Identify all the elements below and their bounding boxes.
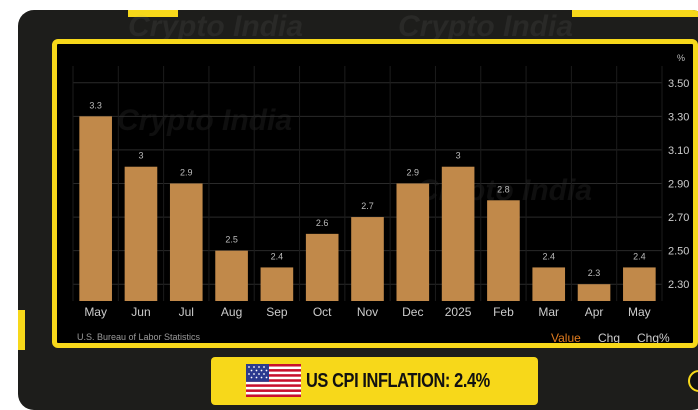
x-tick-label: Jun bbox=[131, 305, 150, 319]
y-axis-unit: % bbox=[677, 53, 685, 63]
x-tick-label: Nov bbox=[357, 305, 378, 319]
x-tick-label: Mar bbox=[538, 305, 559, 319]
watermark: Crypto India bbox=[128, 10, 304, 43]
bar bbox=[351, 217, 384, 301]
watermark: Crypto India bbox=[117, 104, 293, 137]
data-label: 3.3 bbox=[89, 100, 102, 110]
us-flag-icon bbox=[246, 364, 301, 397]
data-label: 2.6 bbox=[316, 218, 329, 228]
source-label: U.S. Bureau of Labor Statistics bbox=[77, 332, 201, 342]
x-tick-label: Apr bbox=[585, 305, 604, 319]
bar bbox=[260, 267, 294, 301]
x-tick-label: 2025 bbox=[445, 305, 472, 319]
x-tick-label: May bbox=[84, 305, 107, 319]
tab-chg-percent[interactable]: Chg% bbox=[637, 331, 670, 345]
tab-value[interactable]: Value bbox=[551, 331, 581, 345]
x-tick-label: Oct bbox=[313, 305, 332, 319]
data-label: 2.4 bbox=[271, 251, 284, 261]
bar bbox=[441, 166, 475, 301]
bar bbox=[305, 233, 339, 301]
bar bbox=[487, 200, 520, 301]
bar bbox=[124, 166, 158, 301]
headline-title: US CPI INFLATION: 2.4% bbox=[306, 370, 490, 392]
cpi-bar-chart: 3.3 May 3 Jun 2.9 Jul 2.5 Aug 2.4 Sep 2.6 Oct 2.7 Nov… bbox=[72, 53, 689, 319]
tab-chg[interactable]: Chg bbox=[598, 331, 621, 345]
y-tick-label: 3.50 bbox=[668, 78, 689, 90]
bar bbox=[577, 284, 611, 301]
y-tick-label: 3.10 bbox=[668, 145, 689, 157]
corner-accent-left bbox=[18, 310, 25, 350]
bar bbox=[396, 183, 430, 301]
data-label: 3 bbox=[138, 151, 143, 161]
chart-card: Crypto India Crypto India 3.3 May 3 Jun 2.9 J… bbox=[52, 39, 698, 348]
corner-accent-top-right bbox=[572, 10, 698, 17]
x-tick-label: Sep bbox=[266, 305, 288, 319]
data-label: 3 bbox=[456, 151, 461, 161]
x-tick-label: Dec bbox=[402, 305, 423, 319]
data-label: 2.5 bbox=[225, 235, 238, 245]
y-tick-label: 3.30 bbox=[668, 111, 689, 123]
y-tick-label: 2.50 bbox=[668, 246, 689, 258]
x-tick-label: May bbox=[628, 305, 651, 319]
data-label: 2.7 bbox=[361, 201, 374, 211]
bar bbox=[623, 267, 656, 301]
data-label: 2.9 bbox=[407, 168, 420, 178]
bar bbox=[215, 250, 248, 301]
x-tick-label: Jul bbox=[179, 305, 194, 319]
data-label: 2.9 bbox=[180, 168, 193, 178]
data-label: 2.4 bbox=[633, 251, 646, 261]
watermark: Crypto India bbox=[398, 10, 574, 43]
y-tick-label: 2.30 bbox=[668, 279, 689, 291]
bar bbox=[532, 267, 566, 301]
x-tick-label: Aug bbox=[221, 305, 242, 319]
data-label: 2.8 bbox=[497, 184, 510, 194]
corner-accent-top bbox=[128, 10, 178, 17]
bar bbox=[79, 116, 112, 301]
data-label: 2.3 bbox=[588, 268, 601, 278]
y-tick-label: 2.90 bbox=[668, 179, 689, 191]
x-tick-label: Feb bbox=[493, 305, 514, 319]
y-tick-label: 2.70 bbox=[668, 212, 689, 224]
bar bbox=[169, 183, 203, 301]
data-label: 2.4 bbox=[542, 251, 555, 261]
